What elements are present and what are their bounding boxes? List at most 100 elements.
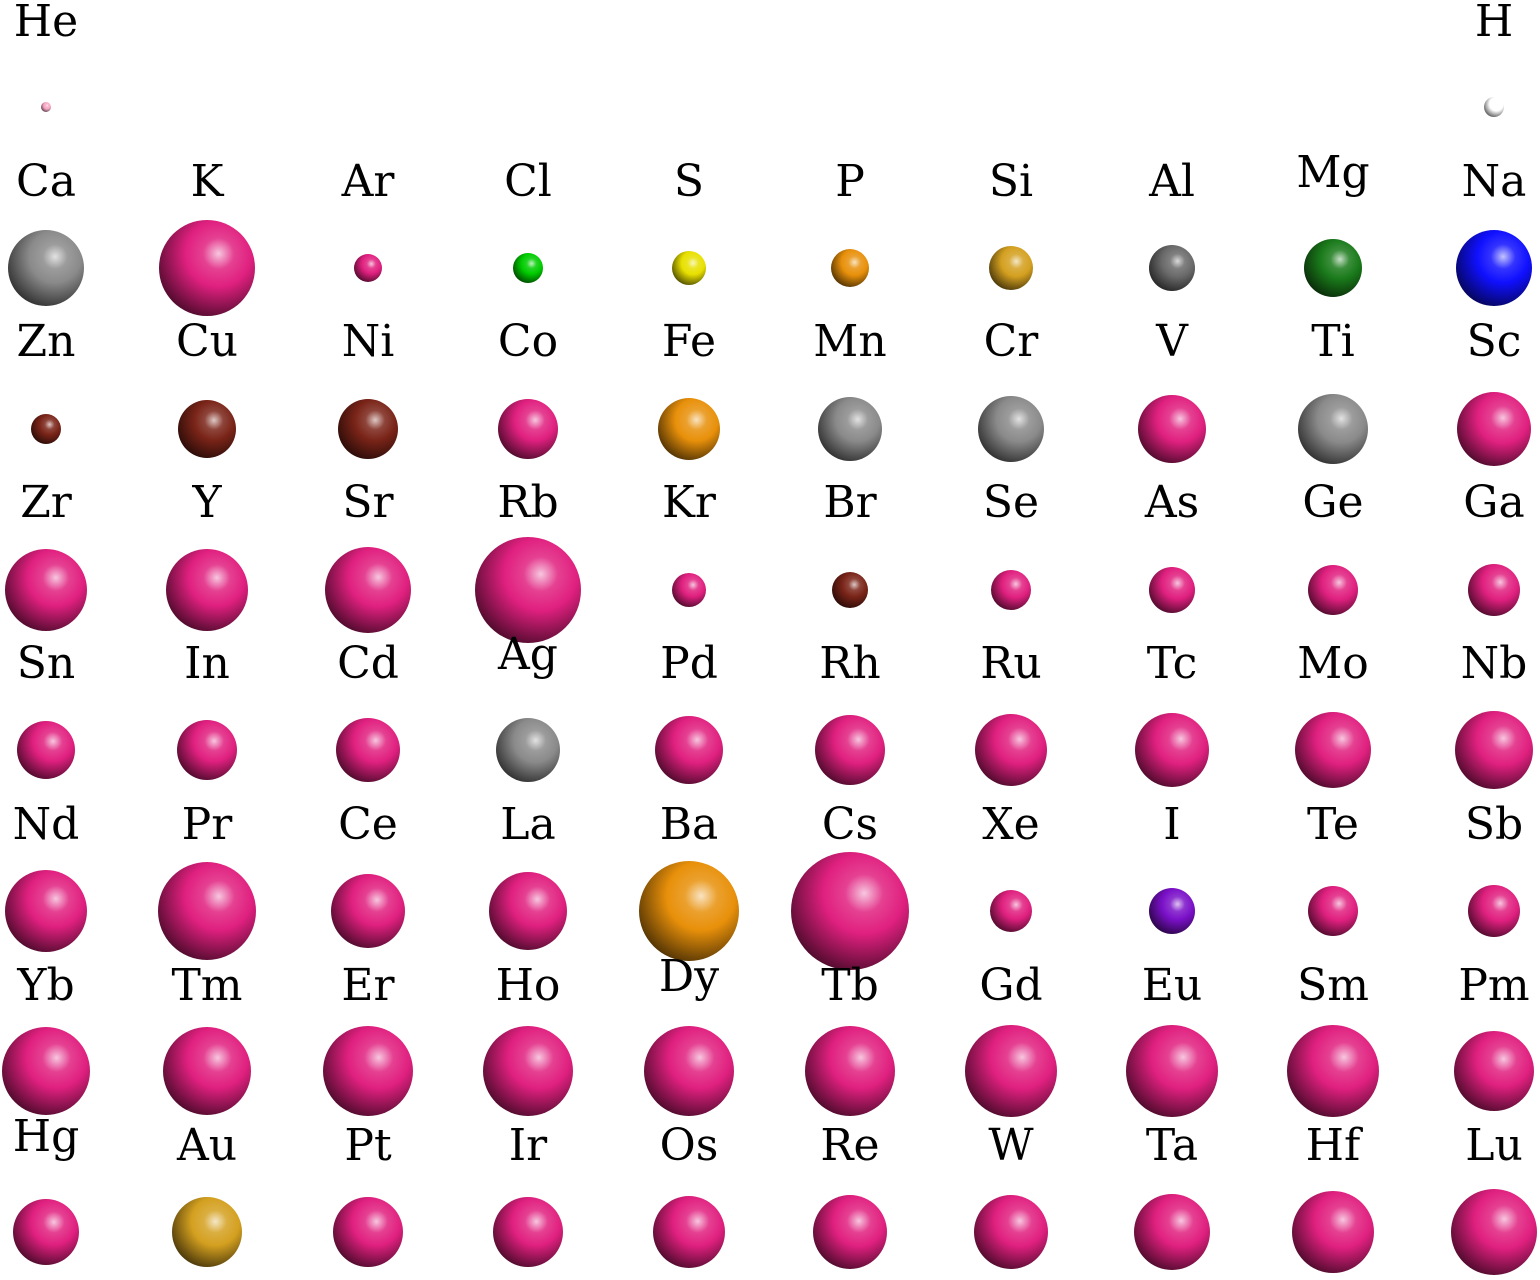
element-sphere-mg — [1304, 239, 1362, 297]
element-label-ar: Ar — [341, 156, 395, 207]
element-sphere-la — [489, 872, 567, 950]
element-sphere-te — [1308, 886, 1358, 936]
element-sphere-ho — [483, 1026, 573, 1116]
element-sphere-xe — [990, 890, 1032, 932]
element-label-ho: Ho — [495, 960, 561, 1011]
element-label-cd: Cd — [337, 638, 399, 689]
element-label-lu: Lu — [1465, 1120, 1523, 1171]
element-sphere-cl — [513, 253, 543, 283]
element-sphere-s — [672, 251, 706, 285]
element-label-ca: Ca — [16, 156, 76, 207]
element-label-ni: Ni — [341, 316, 395, 367]
element-sphere-zr — [5, 549, 87, 631]
element-label-y: Y — [192, 477, 222, 528]
element-label-se: Se — [982, 477, 1040, 528]
element-sphere-cu — [178, 400, 236, 458]
element-label-gd: Gd — [979, 960, 1043, 1011]
element-sphere-sn — [17, 721, 75, 779]
element-sphere-sr — [325, 547, 411, 633]
element-sphere-cr — [978, 396, 1044, 462]
element-label-hf: Hf — [1305, 1120, 1361, 1171]
element-label-ba: Ba — [659, 799, 719, 850]
element-sphere-si — [989, 246, 1033, 290]
element-label-rh: Rh — [819, 638, 881, 689]
element-label-na: Na — [1461, 156, 1527, 207]
element-label-er: Er — [341, 960, 395, 1011]
element-sphere-nd — [5, 870, 87, 952]
element-label-k: K — [190, 156, 224, 207]
element-label-xe: Xe — [982, 799, 1040, 850]
element-label-he: He — [13, 0, 79, 47]
element-label-yb: Yb — [17, 960, 75, 1011]
element-sphere-hf — [1292, 1191, 1374, 1273]
element-sphere-pm — [1454, 1031, 1534, 1111]
element-label-cr: Cr — [983, 316, 1039, 367]
element-label-cu: Cu — [175, 316, 238, 367]
element-label-sn: Sn — [16, 638, 76, 689]
element-sphere-ga — [1468, 564, 1520, 616]
element-sphere-ta — [1134, 1194, 1210, 1270]
element-label-v: V — [1156, 316, 1188, 367]
element-label-nb: Nb — [1460, 638, 1528, 689]
element-label-tc: Tc — [1146, 638, 1198, 689]
element-sphere-eu — [1126, 1025, 1218, 1117]
element-label-ag: Ag — [498, 629, 558, 680]
element-label-ru: Ru — [980, 638, 1042, 689]
element-sphere-k — [159, 220, 255, 316]
element-sphere-lu — [1451, 1189, 1537, 1275]
element-sphere-v — [1138, 395, 1206, 463]
element-label-sr: Sr — [342, 477, 394, 528]
element-label-rb: Rb — [497, 477, 559, 528]
element-sphere-rb — [475, 537, 581, 643]
element-label-pt: Pt — [344, 1120, 392, 1171]
element-sphere-ce — [331, 874, 405, 948]
element-sphere-ti — [1298, 394, 1368, 464]
element-sphere-pt — [333, 1197, 403, 1267]
element-label-fe: Fe — [661, 316, 717, 367]
element-label-al: Al — [1149, 156, 1195, 207]
element-sphere-h — [1484, 97, 1504, 117]
element-label-ti: Ti — [1311, 316, 1355, 367]
element-label-si: Si — [988, 156, 1034, 207]
element-sphere-al — [1149, 245, 1195, 291]
element-label-sb: Sb — [1464, 799, 1524, 850]
element-sphere-cs — [791, 852, 909, 970]
element-label-pm: Pm — [1458, 960, 1530, 1011]
element-label-in: In — [184, 638, 230, 689]
element-sphere-ru — [975, 714, 1047, 786]
element-sphere-sm — [1287, 1025, 1379, 1117]
element-label-tm: Tm — [171, 960, 243, 1011]
element-sphere-pd — [655, 716, 723, 784]
element-sphere-fe — [658, 398, 720, 460]
element-sphere-na — [1456, 230, 1532, 306]
element-sphere-zn — [31, 414, 61, 444]
element-label-pd: Pd — [660, 638, 718, 689]
element-label-h: H — [1474, 0, 1514, 47]
element-label-dy: Dy — [658, 951, 720, 1002]
element-sphere-sc — [1457, 392, 1531, 466]
element-sphere-ca — [8, 230, 84, 306]
element-sphere-se — [991, 570, 1031, 610]
element-label-nd: Nd — [12, 799, 80, 850]
element-label-s: S — [673, 156, 705, 207]
element-label-zn: Zn — [16, 316, 76, 367]
element-sphere-gd — [965, 1025, 1057, 1117]
element-label-zr: Zr — [20, 477, 72, 528]
element-sphere-hg — [13, 1199, 79, 1265]
element-sphere-he — [41, 102, 51, 112]
element-sphere-re — [813, 1195, 887, 1269]
element-label-pr: Pr — [181, 799, 233, 850]
element-label-hg: Hg — [12, 1111, 80, 1162]
element-sphere-co — [498, 399, 558, 459]
element-label-cl: Cl — [504, 156, 552, 207]
element-label-i: I — [1163, 799, 1181, 850]
element-sphere-p — [831, 249, 869, 287]
element-sphere-pr — [158, 862, 256, 960]
element-sphere-tb — [805, 1026, 895, 1116]
element-label-os: Os — [659, 1120, 719, 1171]
element-label-br: Br — [823, 477, 877, 528]
element-sphere-os — [653, 1196, 725, 1268]
element-sphere-as — [1149, 567, 1195, 613]
element-sphere-y — [166, 549, 248, 631]
element-label-te: Te — [1307, 799, 1359, 850]
